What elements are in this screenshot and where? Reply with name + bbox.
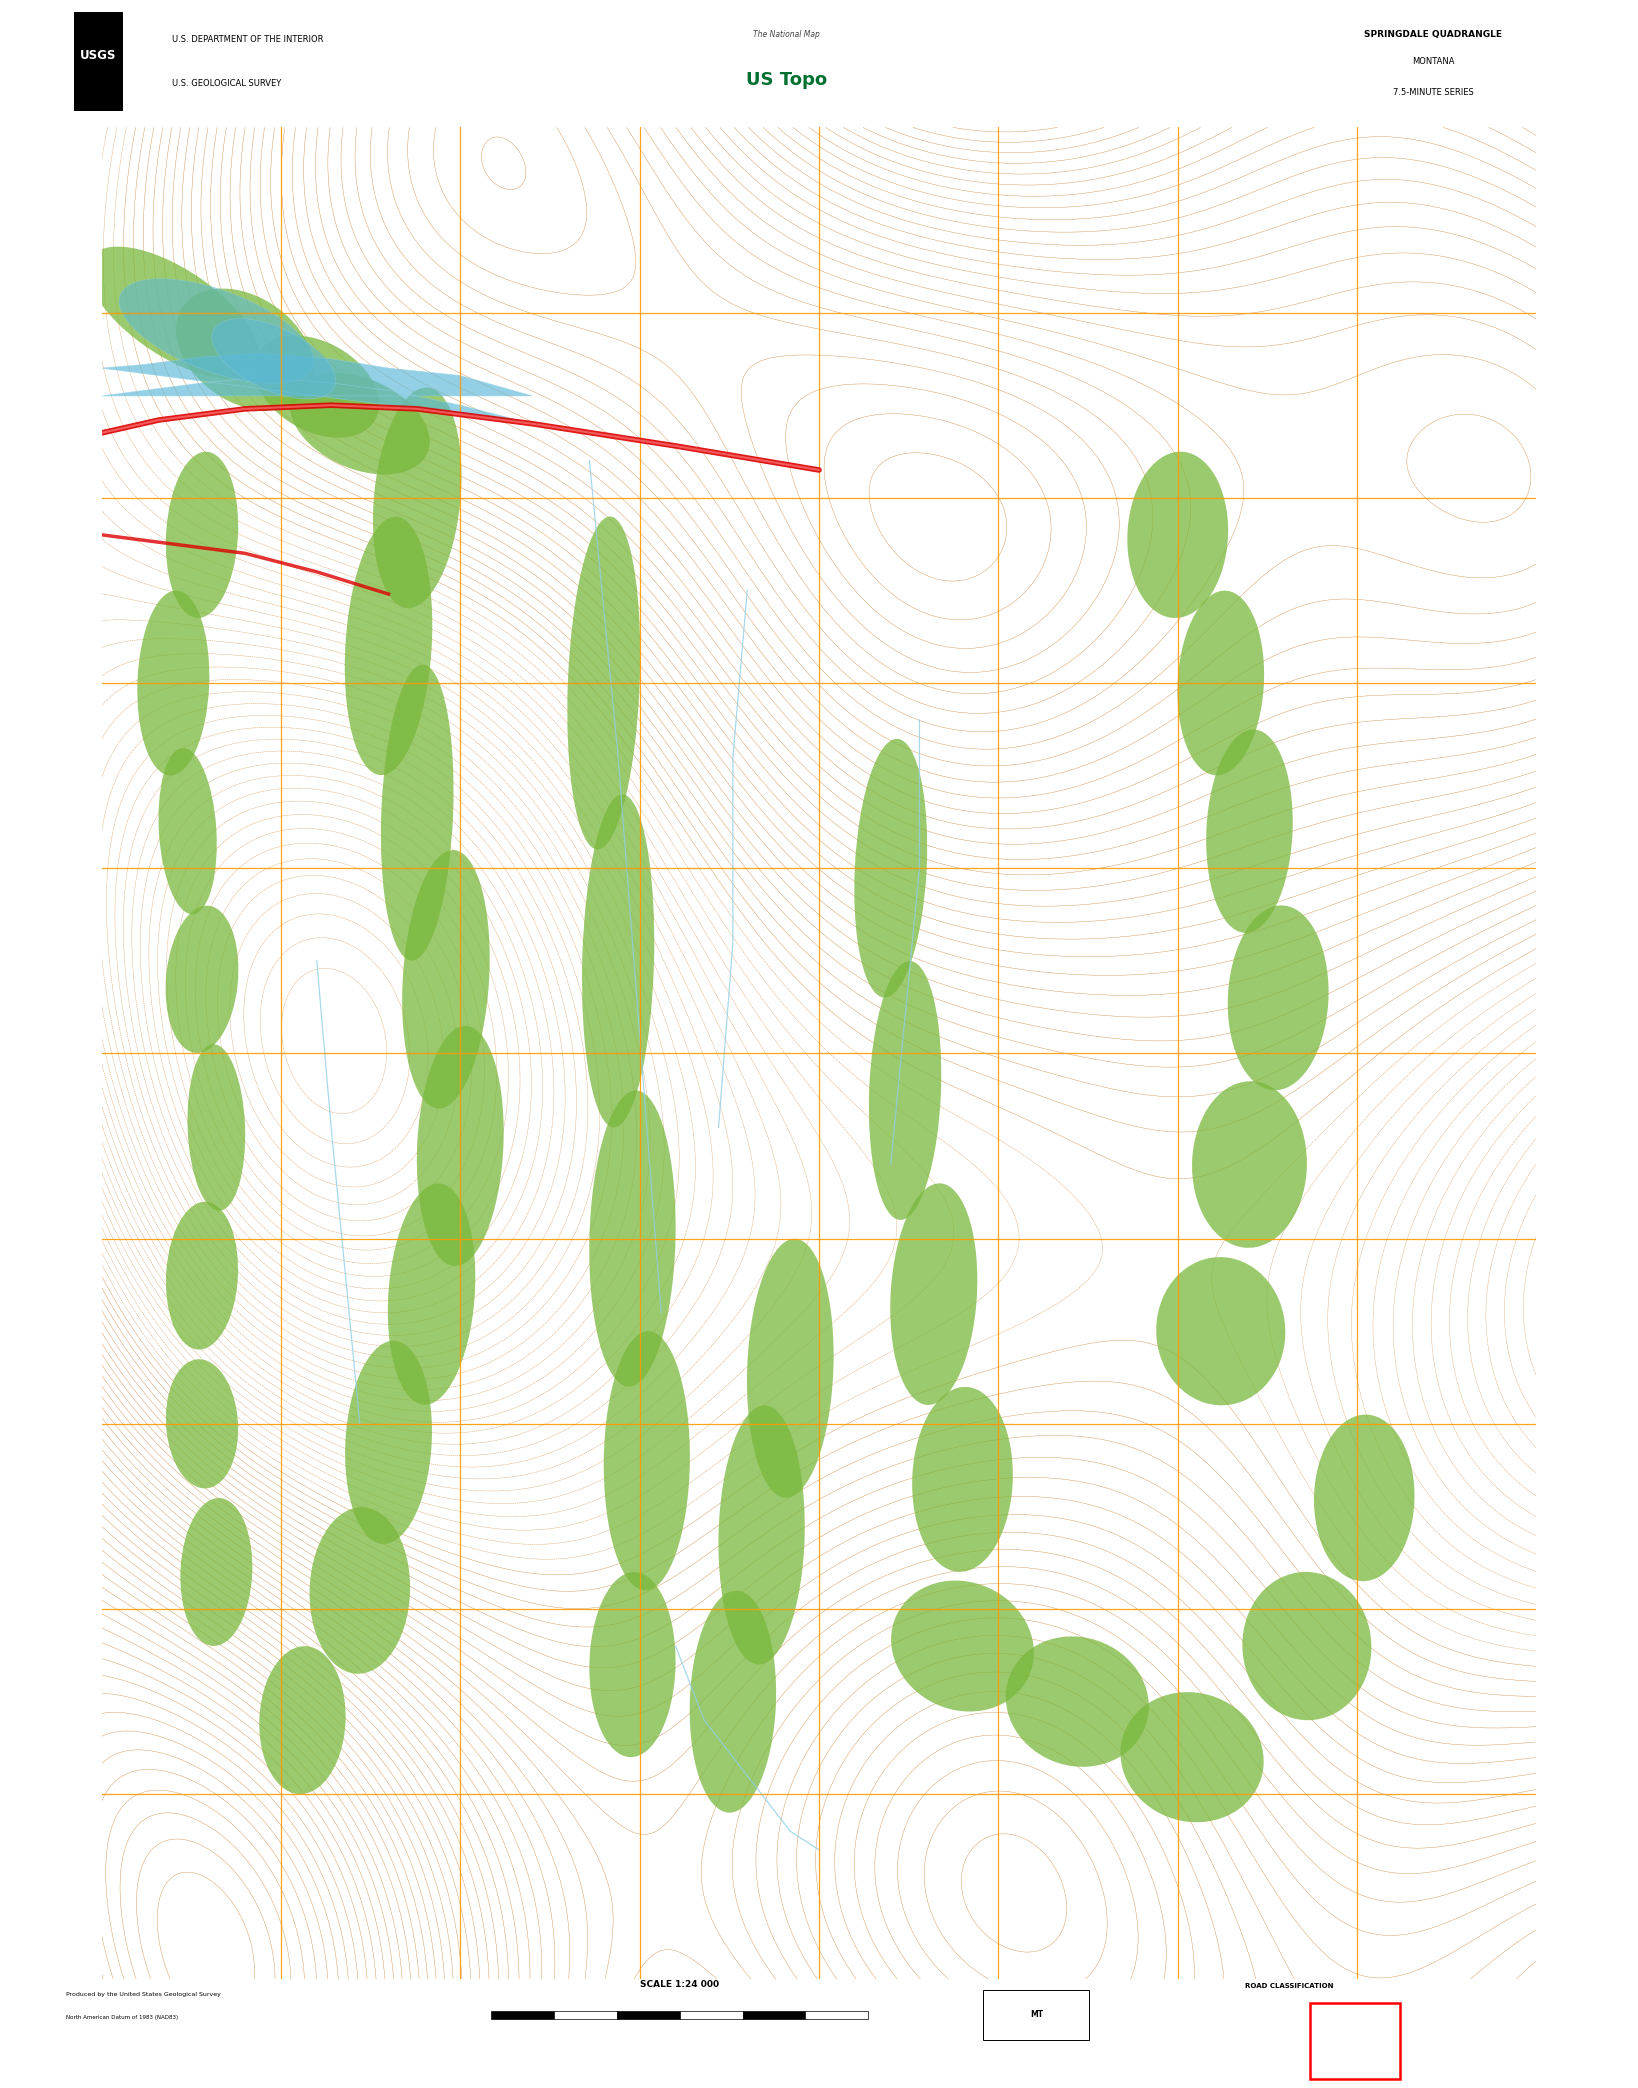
Bar [806, 2011, 868, 2019]
Ellipse shape [165, 1359, 238, 1489]
Ellipse shape [868, 960, 942, 1219]
Ellipse shape [855, 739, 927, 998]
Bar [680, 2011, 742, 2019]
Ellipse shape [1228, 906, 1328, 1090]
Text: U.S. GEOLOGICAL SURVEY: U.S. GEOLOGICAL SURVEY [172, 79, 282, 88]
Text: USGS: USGS [80, 48, 116, 63]
Text: MT: MT [1030, 2011, 1043, 2019]
Ellipse shape [891, 1184, 978, 1405]
Bar [742, 2011, 806, 2019]
Ellipse shape [567, 516, 640, 850]
Ellipse shape [581, 793, 654, 1128]
Bar [618, 2011, 680, 2019]
Ellipse shape [912, 1386, 1012, 1572]
Bar [491, 2011, 554, 2019]
Text: SCALE 1:24 000: SCALE 1:24 000 [640, 1979, 719, 1988]
Ellipse shape [120, 278, 314, 384]
Ellipse shape [590, 1090, 675, 1386]
Ellipse shape [690, 1591, 776, 1812]
FancyBboxPatch shape [74, 13, 123, 111]
Ellipse shape [1242, 1572, 1371, 1721]
Ellipse shape [1192, 1082, 1307, 1249]
Ellipse shape [310, 1508, 410, 1675]
Bar [983, 1990, 1089, 2040]
Text: SPRINGDALE QUADRANGLE: SPRINGDALE QUADRANGLE [1364, 29, 1502, 40]
Ellipse shape [403, 850, 490, 1109]
Text: The National Map: The National Map [753, 29, 819, 40]
Bar [1310, 2004, 1400, 2080]
Ellipse shape [187, 1044, 246, 1211]
Ellipse shape [1006, 1637, 1148, 1766]
Ellipse shape [1120, 1691, 1263, 1823]
Ellipse shape [159, 748, 216, 915]
Text: Produced by the United States Geological Survey: Produced by the United States Geological… [66, 1992, 221, 1996]
Ellipse shape [388, 1184, 475, 1405]
Text: MONTANA: MONTANA [1412, 56, 1455, 67]
Ellipse shape [165, 1203, 238, 1349]
Ellipse shape [604, 1332, 690, 1591]
Ellipse shape [259, 1645, 346, 1794]
Ellipse shape [1156, 1257, 1286, 1405]
Ellipse shape [1206, 729, 1292, 933]
Ellipse shape [373, 388, 462, 608]
Ellipse shape [1314, 1414, 1415, 1581]
Text: ROAD CLASSIFICATION: ROAD CLASSIFICATION [1245, 1984, 1333, 1988]
Ellipse shape [175, 288, 314, 411]
Ellipse shape [382, 664, 454, 960]
Ellipse shape [346, 1340, 432, 1543]
Ellipse shape [1127, 451, 1228, 618]
Ellipse shape [180, 1497, 252, 1645]
Ellipse shape [290, 374, 429, 474]
Ellipse shape [138, 591, 210, 775]
Ellipse shape [87, 246, 259, 378]
Ellipse shape [254, 336, 378, 438]
Bar [554, 2011, 618, 2019]
Text: North American Datum of 1983 (NAD83): North American Datum of 1983 (NAD83) [66, 2015, 177, 2019]
Ellipse shape [416, 1025, 505, 1265]
Ellipse shape [165, 451, 238, 618]
Text: U.S. DEPARTMENT OF THE INTERIOR: U.S. DEPARTMENT OF THE INTERIOR [172, 35, 323, 44]
Text: 7.5-MINUTE SERIES: 7.5-MINUTE SERIES [1392, 88, 1474, 96]
Ellipse shape [344, 516, 432, 775]
Text: US Topo: US Topo [745, 71, 827, 90]
Ellipse shape [590, 1572, 675, 1758]
Ellipse shape [747, 1238, 834, 1497]
Ellipse shape [891, 1581, 1034, 1712]
Polygon shape [102, 353, 532, 424]
Ellipse shape [719, 1405, 804, 1664]
Ellipse shape [211, 319, 336, 399]
Ellipse shape [165, 906, 239, 1052]
Ellipse shape [1178, 591, 1265, 775]
